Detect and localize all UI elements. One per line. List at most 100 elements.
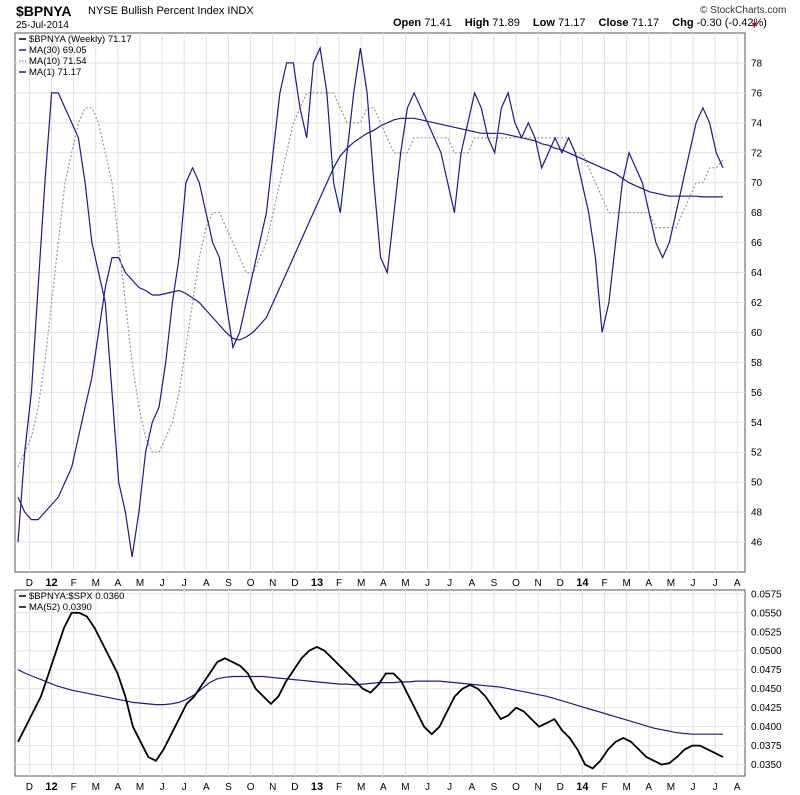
y-tick-label: 78 [751,58,763,69]
high-label: High [464,17,490,29]
x-tick-label: N [269,782,276,793]
y-tick-label: 60 [751,328,763,339]
legend-entry: $BPNYA:$SPX 0.0360 [29,591,124,602]
x-tick-label: J [691,782,696,793]
close-label: Close [598,17,629,29]
x-tick-label: J [447,782,452,793]
x-tick-label: D [291,782,298,793]
x-tick-label: J [713,782,718,793]
legend-entry: $BPNYA (Weekly) 71.17 [29,34,132,45]
x-tick-label: F [336,578,342,589]
y-tick-label: 0.0525 [751,627,782,638]
x-tick-label: O [512,782,520,793]
x-tick-label: J [160,782,165,793]
y-tick-label: 68 [751,208,763,219]
x-tick-label: 12 [45,781,57,793]
x-tick-label: D [26,578,33,589]
x-tick-label: M [401,782,409,793]
chg-label: Chg [672,17,694,29]
x-tick-label: J [691,578,696,589]
x-tick-label: 13 [311,781,323,793]
y-tick-label: 0.0425 [751,703,782,714]
x-tick-label: A [734,578,741,589]
x-tick-label: O [247,782,255,793]
x-tick-label: N [535,578,542,589]
chg-value: -0.30 (-0.42%) [696,17,767,29]
y-tick-label: 66 [751,238,763,249]
y-tick-label: 46 [751,538,763,549]
quote-summary: Open 71.41 High 71.89 Low 71.17 Close 71… [393,17,767,29]
x-tick-label: J [713,578,718,589]
x-tick-label: 12 [45,577,57,589]
legend-entry: MA(10) 71.54 [29,56,87,67]
x-tick-label: N [535,782,542,793]
x-tick-label: F [71,578,77,589]
x-tick-label: A [468,782,475,793]
x-tick-label: M [92,578,100,589]
y-tick-label: 0.0350 [751,760,782,771]
x-tick-label: O [512,578,520,589]
y-tick-label: 54 [751,418,763,429]
x-tick-label: A [115,578,122,589]
legend-entry: MA(52) 0.0390 [29,602,92,613]
x-tick-label: M [136,782,144,793]
y-tick-label: 0.0450 [751,684,782,695]
x-tick-label: 13 [311,577,323,589]
open-value: 71.41 [424,17,452,29]
y-tick-label: 74 [751,118,763,129]
x-tick-label: J [425,578,430,589]
chart-date: 25-Jul-2014 [16,20,69,31]
series-line-bpnyaspx [17,611,724,770]
y-tick-label: 56 [751,388,763,399]
y-tick-label: 48 [751,508,763,519]
x-tick-label: J [182,782,187,793]
x-tick-label: A [645,782,652,793]
legend-entry: MA(1) 71.17 [29,67,81,78]
x-tick-label: A [115,782,122,793]
x-tick-label: A [203,782,210,793]
y-tick-label: 0.0475 [751,665,782,676]
x-tick-label: D [557,782,564,793]
high-value: 71.89 [492,17,520,29]
chart-description: NYSE Bullish Percent Index INDX [88,5,254,17]
x-tick-label: D [291,578,298,589]
x-tick-label: S [491,782,498,793]
x-tick-label: M [357,782,365,793]
x-tick-label: D [557,578,564,589]
x-tick-label: M [622,578,630,589]
x-tick-label: A [468,578,475,589]
x-tick-label: F [71,782,77,793]
x-tick-label: A [380,782,387,793]
x-tick-label: S [225,578,232,589]
exchange-code: INDX [227,5,254,17]
y-tick-label: 62 [751,298,763,309]
stockcharts-logo: © StockCharts.com [700,5,787,16]
x-tick-label: M [622,782,630,793]
x-tick-label: F [336,782,342,793]
x-tick-label: J [182,578,187,589]
x-tick-label: J [447,578,452,589]
close-value: 71.17 [631,17,660,29]
series-line-ma52 [17,669,723,735]
x-tick-label: M [136,578,144,589]
x-tick-label: A [380,578,387,589]
x-tick-label: J [160,578,165,589]
x-tick-label: A [203,578,210,589]
x-tick-label: O [247,578,255,589]
low-value: 71.17 [557,17,586,29]
y-tick-label: 0.0400 [751,722,782,733]
legend-entry: MA(30) 69.05 [29,45,87,56]
chart-symbol: $BPNYA [16,3,72,19]
y-tick-label: 0.0500 [751,646,782,657]
x-tick-label: M [401,578,409,589]
y-tick-label: 64 [751,268,763,279]
x-tick-label: A [734,782,741,793]
x-tick-label: S [491,578,498,589]
y-tick-label: 72 [751,148,763,159]
low-label: Low [532,17,555,29]
x-tick-label: A [645,578,652,589]
y-tick-label: 0.0550 [751,608,782,619]
x-tick-label: M [92,782,100,793]
